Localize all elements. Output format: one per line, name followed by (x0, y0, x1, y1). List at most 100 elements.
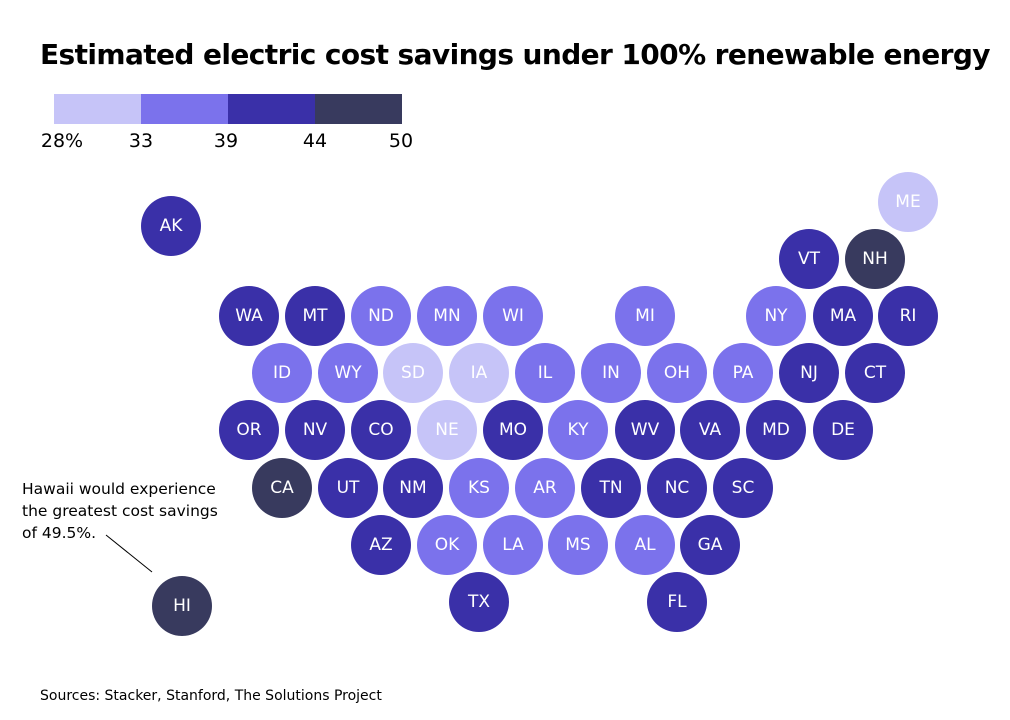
legend-swatch-2 (141, 94, 228, 124)
annotation-leader-line (105, 534, 153, 573)
state-circle-wi (483, 286, 543, 346)
state-label-ut: UT (337, 478, 360, 498)
state-tile-il: IL (515, 343, 575, 403)
state-tile-ar: AR (515, 458, 575, 518)
state-circle-la (483, 515, 543, 575)
state-tile-wa: WA (219, 286, 279, 346)
state-tile-nd: ND (351, 286, 411, 346)
state-label-nv: NV (303, 420, 328, 440)
state-tile-in: IN (581, 343, 641, 403)
state-label-wa: WA (235, 306, 263, 326)
state-tile-mt: MT (285, 286, 345, 346)
state-circle-nv (285, 400, 345, 460)
state-circle-al (615, 515, 675, 575)
state-tile-de: DE (813, 400, 873, 460)
legend-tick-5: 50 (388, 130, 414, 152)
state-tile-nm: NM (383, 458, 443, 518)
state-label-mt: MT (302, 306, 328, 326)
state-tile-sd: SD (383, 343, 443, 403)
state-label-id: ID (273, 363, 291, 383)
state-tile-ky: KY (548, 400, 608, 460)
state-tile-fl: FL (647, 572, 707, 632)
state-label-in: IN (602, 363, 620, 383)
state-circle-ut (318, 458, 378, 518)
state-label-md: MD (762, 420, 790, 440)
state-label-il: IL (538, 363, 553, 383)
state-circle-ks (449, 458, 509, 518)
state-tile-mo: MO (483, 400, 543, 460)
source-note: Sources: Stacker, Stanford, The Solution… (40, 688, 382, 704)
state-circle-vt (779, 229, 839, 289)
state-tile-ne: NE (417, 400, 477, 460)
legend-tick-1: 28% (40, 130, 84, 152)
state-circle-ne (417, 400, 477, 460)
state-tile-ca: CA (252, 458, 312, 518)
hawaii-annotation: Hawaii would experience the greatest cos… (22, 480, 218, 542)
state-tile-pa: PA (713, 343, 773, 403)
state-tile-or: OR (219, 400, 279, 460)
state-circle-ga (680, 515, 740, 575)
state-tile-nc: NC (647, 458, 707, 518)
state-circle-pa (713, 343, 773, 403)
state-label-al: AL (634, 535, 656, 555)
state-label-ct: CT (864, 363, 887, 383)
state-tile-tn: TN (581, 458, 641, 518)
state-tile-md: MD (746, 400, 806, 460)
state-label-hi: HI (173, 596, 191, 616)
state-circle-nc (647, 458, 707, 518)
state-circle-ma (813, 286, 873, 346)
state-label-fl: FL (667, 592, 687, 612)
state-circle-fl (647, 572, 707, 632)
state-circle-nh (845, 229, 905, 289)
state-tile-va: VA (680, 400, 740, 460)
state-circle-tn (581, 458, 641, 518)
state-circle-ct (845, 343, 905, 403)
state-label-ia: IA (471, 363, 488, 383)
state-circle-oh (647, 343, 707, 403)
state-tile-ms: MS (548, 515, 608, 575)
state-tile-sc: SC (713, 458, 773, 518)
state-label-co: CO (368, 420, 393, 440)
state-tile-ks: KS (449, 458, 509, 518)
state-circle-mi (615, 286, 675, 346)
legend-swatch-4 (315, 94, 402, 124)
state-circle-ny (746, 286, 806, 346)
state-label-ne: NE (435, 420, 458, 440)
state-tile-me: ME (878, 172, 938, 232)
state-circle-va (680, 400, 740, 460)
state-label-az: AZ (369, 535, 392, 555)
state-tile-az: AZ (351, 515, 411, 575)
legend-tick-4: 44 (302, 130, 328, 152)
state-tile-ut: UT (318, 458, 378, 518)
state-label-ms: MS (565, 535, 590, 555)
state-tile-la: LA (483, 515, 543, 575)
state-circle-de (813, 400, 873, 460)
state-circle-id (252, 343, 312, 403)
state-circle-tx (449, 572, 509, 632)
state-tile-wi: WI (483, 286, 543, 346)
state-circle-wa (219, 286, 279, 346)
state-label-sd: SD (401, 363, 425, 383)
state-circle-il (515, 343, 575, 403)
state-label-va: VA (699, 420, 722, 440)
state-label-ar: AR (533, 478, 557, 498)
legend-swatch-3 (228, 94, 315, 124)
legend-tick-2: 33 (128, 130, 154, 152)
state-label-nc: NC (665, 478, 690, 498)
state-circle-me (878, 172, 938, 232)
state-label-pa: PA (733, 363, 754, 383)
state-label-ma: MA (830, 306, 857, 326)
state-circle-mt (285, 286, 345, 346)
state-label-ks: KS (468, 478, 490, 498)
state-label-wi: WI (502, 306, 524, 326)
state-circle-ca (252, 458, 312, 518)
state-label-ky: KY (568, 420, 590, 440)
state-circle-ok (417, 515, 477, 575)
state-label-mi: MI (635, 306, 655, 326)
state-label-or: OR (236, 420, 261, 440)
state-tile-id: ID (252, 343, 312, 403)
state-tile-ga: GA (680, 515, 740, 575)
state-tile-ma: MA (813, 286, 873, 346)
state-circle-md (746, 400, 806, 460)
